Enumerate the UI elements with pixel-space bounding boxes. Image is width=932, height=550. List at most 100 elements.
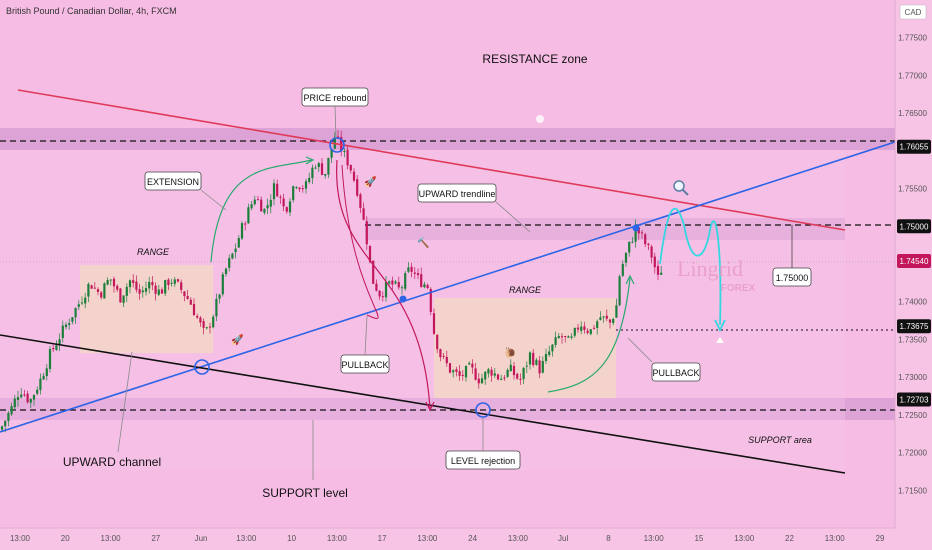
candle-body [330,149,333,158]
candle-body [199,317,202,323]
candle-body [477,378,480,384]
candle-body [349,165,352,171]
rally-arrow [547,277,631,393]
candle-body [263,208,266,213]
target-icon [536,115,544,123]
candle-body [548,351,551,355]
rejection-circle[interactable] [475,402,491,418]
support-band [0,398,895,420]
time-tick-6: 10 [287,534,296,543]
candle-body [80,302,84,304]
candle-body [362,208,365,220]
projection-path [659,207,722,326]
candle-body [317,163,320,168]
price-axis[interactable] [895,0,932,550]
candle-body [413,272,416,274]
candle-body [295,187,298,189]
touch-circle[interactable] [194,359,210,375]
pullback-arrow-2 [341,164,379,319]
candle-body [20,394,23,398]
candle-body [359,194,362,208]
candle-body [596,321,599,328]
candle-body [154,285,157,294]
candle-body [352,171,356,181]
candle-body [186,295,189,299]
candle-body [480,378,484,384]
candle-body [314,167,317,169]
price-tick-3: 1.75500 [898,185,927,194]
snail-icon: 🐌 [504,347,516,359]
candle-body [234,248,237,253]
candle-body [522,367,525,380]
upward-trendline[interactable] [0,141,896,433]
price-tick-9: 1.71500 [898,486,927,495]
price-tick-2: 1.76500 [898,109,927,118]
candle-body [282,198,285,207]
hammer-icon: 🔨 [417,236,429,249]
candle-body [356,179,359,196]
arrow-up-icon [716,337,724,343]
time-tick-1: 20 [61,534,70,543]
extension-arrowhead [305,156,315,165]
candle-body [512,365,516,376]
time-tick-19: 29 [876,534,885,543]
resistance-trendline[interactable] [17,89,846,231]
candle-body [493,373,496,376]
currency-badge[interactable] [899,4,927,20]
support-trendline[interactable] [0,334,846,474]
candle-body [407,267,410,272]
candle-body [567,336,570,338]
candle-body [320,163,324,175]
candle-body [461,374,464,376]
candle-body [442,355,445,357]
time-tick-10: 24 [468,534,477,543]
candle-body [397,282,400,288]
candle-body [260,199,263,212]
candle-body [538,360,541,374]
candle-body [218,294,221,299]
candle-body [52,347,55,350]
candle-body [183,291,186,297]
candle-body [192,303,196,316]
price-tag-bg-1 [897,219,931,234]
candle-body [637,227,640,234]
candle-body [532,352,535,366]
pullback-arrow [336,159,431,409]
price-tick-4: 1.74000 [898,298,927,307]
leader-lines [117,105,653,480]
candle-body [64,324,68,328]
candle-body [336,136,340,138]
candle-body [269,199,272,207]
candle-body [135,281,138,290]
candle-body [292,186,295,201]
candle-body [247,207,250,224]
candle-body [423,284,426,288]
rebound-circle[interactable] [329,137,345,153]
candle-body [215,298,218,317]
candle-body [90,285,93,289]
candle-body [0,426,4,430]
candle-body [231,253,234,259]
candle-body [653,256,656,268]
candle-body [228,258,231,268]
candle-body [208,326,212,328]
candle-body [583,326,586,330]
candle-body [10,406,13,415]
range-mid-label: RANGE [509,285,542,295]
candle-body [576,327,580,330]
candle-body [372,260,375,284]
price-tag-bg-4 [897,392,931,407]
levels [0,140,895,411]
resistance-band [0,128,895,150]
candle-body [445,356,448,364]
candle-body [573,327,576,336]
upward-channel-label: UPWARD channel [63,455,161,469]
candle-body [519,378,522,380]
time-axis[interactable] [0,528,932,550]
candle-body [100,292,103,298]
candle-body [106,280,109,285]
candle-body [32,394,36,400]
candle-body [285,207,288,212]
candle-body [381,296,384,298]
